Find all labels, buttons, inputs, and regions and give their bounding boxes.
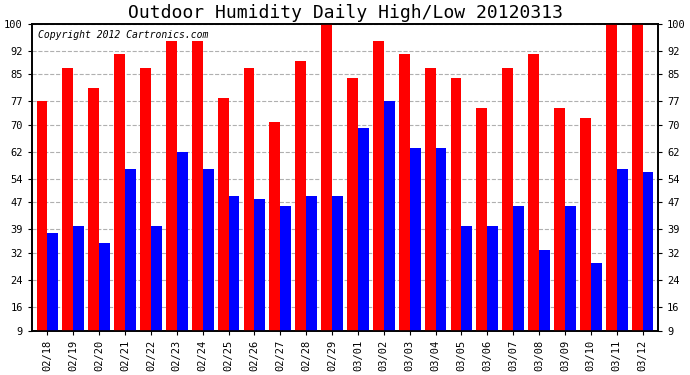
Bar [99,243,110,330]
Bar [125,169,136,330]
Bar [332,196,343,330]
Bar [539,250,550,330]
Bar [48,233,59,330]
Bar [424,68,435,330]
Bar [295,61,306,330]
Bar [617,169,627,330]
Bar [203,169,214,330]
Bar [63,68,73,330]
Bar [451,78,462,330]
Bar [399,54,410,330]
Bar [502,68,513,330]
Bar [487,226,498,330]
Bar [565,206,575,330]
Title: Outdoor Humidity Daily High/Low 20120313: Outdoor Humidity Daily High/Low 20120313 [128,4,562,22]
Bar [384,101,395,330]
Bar [140,68,151,330]
Bar [410,148,420,330]
Bar [347,78,358,330]
Bar [580,118,591,330]
Bar [88,88,99,330]
Bar [631,24,642,330]
Bar [554,108,565,330]
Bar [255,199,266,330]
Bar [37,101,48,330]
Bar [606,24,617,330]
Bar [462,226,472,330]
Bar [642,172,653,330]
Bar [280,206,291,330]
Bar [528,54,539,330]
Bar [373,40,384,330]
Bar [73,226,84,330]
Bar [166,40,177,330]
Bar [591,263,602,330]
Bar [177,152,188,330]
Bar [192,40,203,330]
Bar [228,196,239,330]
Bar [218,98,228,330]
Bar [322,24,332,330]
Bar [244,68,255,330]
Bar [151,226,162,330]
Bar [270,122,280,330]
Bar [306,196,317,330]
Bar [435,148,446,330]
Bar [513,206,524,330]
Bar [476,108,487,330]
Bar [358,128,368,330]
Text: Copyright 2012 Cartronics.com: Copyright 2012 Cartronics.com [38,30,208,40]
Bar [115,54,125,330]
